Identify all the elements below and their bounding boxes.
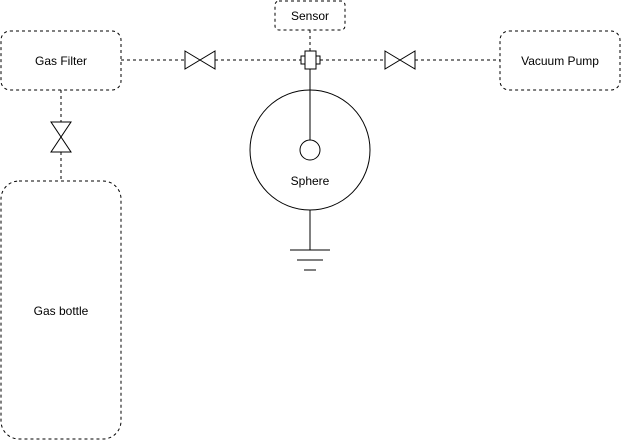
vacuum-pump-label: Vacuum Pump [521,54,599,68]
ground-icon [290,249,330,271]
gas-bottle-label: Gas bottle [33,304,89,318]
sphere-label: Sphere [290,174,330,188]
gas-bottle-box[interactable] [0,180,122,440]
valve-vertical-icon[interactable] [50,121,72,153]
valve-right-icon[interactable] [384,50,416,70]
coupling-icon [300,50,321,70]
gas-filter-label: Gas Filter [34,54,88,68]
sensor-label: Sensor [290,9,330,23]
valve-left-icon[interactable] [184,50,216,70]
sphere-electrode [299,139,321,161]
